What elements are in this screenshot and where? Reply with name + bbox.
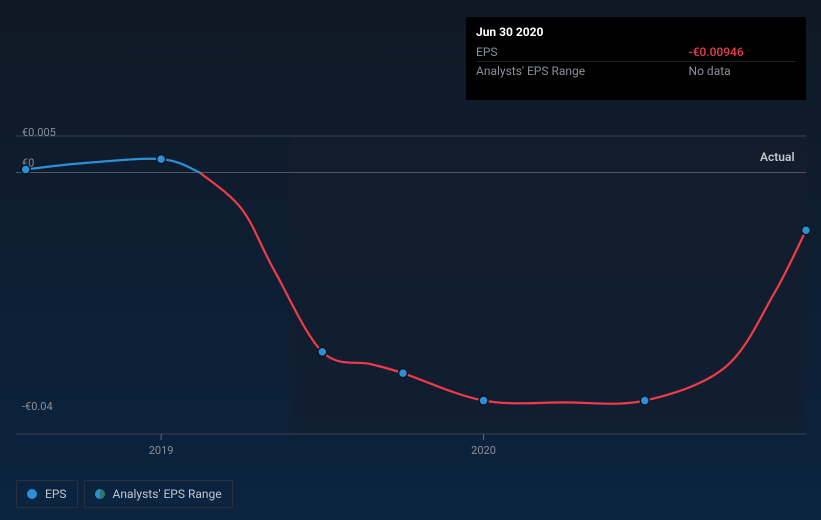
tooltip-date: Jun 30 2020 (476, 25, 796, 39)
tooltip-value: No data (689, 62, 796, 81)
tooltip-key: Analysts' EPS Range (476, 62, 689, 81)
tooltip-row-eps: EPS -€0.00946 (476, 43, 796, 62)
legend-label: Analysts' EPS Range (113, 487, 222, 501)
actual-label: Actual (760, 150, 795, 164)
legend-item-eps[interactable]: EPS (16, 480, 78, 508)
tooltip-value: -€0.00946 (689, 43, 796, 62)
svg-text:2020: 2020 (471, 444, 496, 457)
legend-label: EPS (45, 487, 67, 501)
tooltip-row-range: Analysts' EPS Range No data (476, 62, 796, 81)
legend-dot-icon (95, 489, 105, 499)
chart-tooltip: Jun 30 2020 EPS -€0.00946 Analysts' EPS … (466, 17, 806, 100)
legend-item-range[interactable]: Analysts' EPS Range (84, 480, 233, 508)
svg-text:-€0.04: -€0.04 (22, 400, 53, 413)
legend-dot-icon (27, 489, 37, 499)
svg-text:2019: 2019 (149, 444, 174, 457)
tooltip-key: EPS (476, 43, 689, 62)
legend: EPS Analysts' EPS Range (16, 480, 233, 508)
svg-text:€0.005: €0.005 (22, 126, 56, 139)
tooltip-table: EPS -€0.00946 Analysts' EPS Range No dat… (476, 43, 796, 80)
